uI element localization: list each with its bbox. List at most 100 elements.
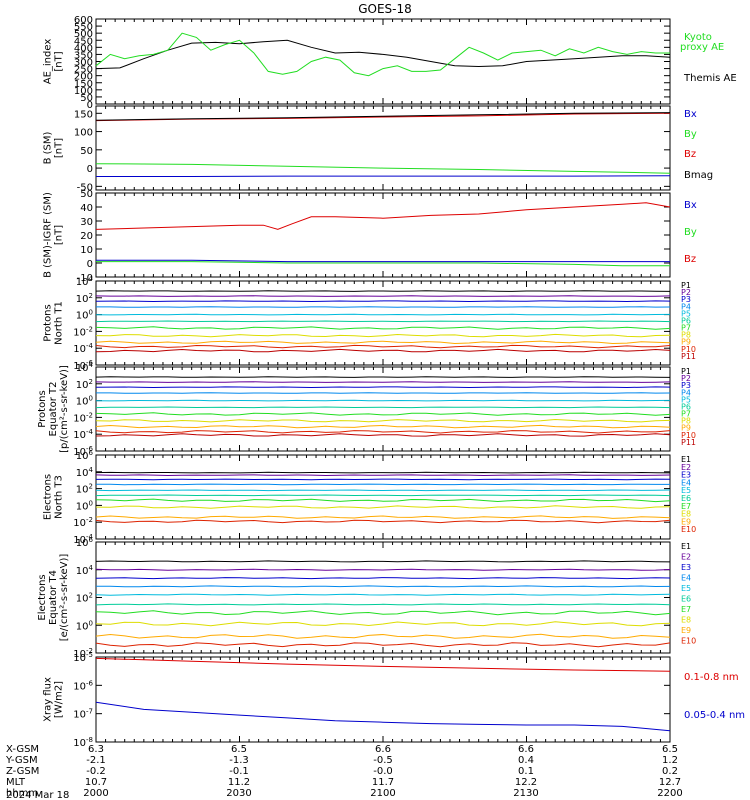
channel-label: E2	[681, 553, 691, 562]
series-line	[96, 392, 671, 394]
channel-label: E10	[681, 525, 696, 534]
channel-label: P4	[681, 388, 691, 397]
series-line	[95, 320, 671, 323]
y-axis-label-line: Protons	[37, 390, 48, 427]
y-tick-label: 10-2	[73, 647, 93, 660]
y-axis-label-line: [W/m2]	[54, 681, 65, 718]
legend-entry: 0.1-0.8 nm	[684, 672, 739, 683]
channel-label: E10	[681, 637, 696, 646]
y-tick-label: 104	[76, 564, 94, 577]
channel-label: P10	[681, 431, 696, 440]
series-line	[95, 478, 671, 481]
y-axis-label-line: [nT]	[54, 225, 65, 245]
time-axis-row-label: X-GSM	[6, 744, 39, 755]
time-axis-tick-label: 6.6	[518, 744, 534, 755]
channel-label: E9	[681, 626, 691, 635]
y-tick-label: 10-4	[73, 533, 93, 546]
series-line	[95, 344, 671, 349]
y-axis-label: Electrons Equator T4 [e/(cm²-s-sr-keV)]	[37, 554, 70, 642]
panel-frame	[95, 280, 671, 366]
y-tick-label: 100	[76, 395, 93, 408]
series-line	[95, 642, 671, 648]
series-line	[95, 519, 671, 524]
series-line	[95, 593, 671, 596]
panel-frame	[95, 454, 671, 540]
y-axis-label-line: AE_index	[43, 39, 54, 85]
y-tick-label: -50	[77, 182, 93, 193]
channel-label: E7	[681, 605, 691, 614]
y-tick-label: 250	[74, 65, 93, 76]
time-axis-tick-label: 2100	[370, 788, 395, 799]
y-tick-label: 50	[80, 93, 93, 104]
time-axis-row-label: hhmm	[6, 788, 38, 799]
channel-label: P10	[681, 345, 696, 354]
channel-label: P9	[681, 338, 691, 347]
y-axis-label: AE_index [nT]	[43, 39, 65, 85]
channel-label: E8	[681, 616, 691, 625]
time-axis-tick-label: 0.1	[518, 766, 534, 777]
panel-frame	[95, 366, 671, 452]
y-tick-label: 200	[74, 72, 93, 83]
y-axis-label-line: B (SM)-IGRF (SM)	[43, 192, 54, 278]
channel-label: E1	[681, 542, 691, 551]
y-tick-label: 10-7	[73, 708, 93, 721]
channel-label: E8	[681, 510, 691, 519]
series-line	[96, 175, 671, 177]
y-tick-label: 10-8	[73, 736, 93, 749]
channel-label: P1	[681, 281, 691, 290]
channel-label: P5	[681, 309, 691, 318]
series-line	[95, 471, 671, 474]
y-axis-label-line: B (SM)	[43, 131, 54, 164]
y-axis-label: Protons Equator T2 [p/(cm²-s-sr-keV)]	[37, 365, 70, 453]
channel-label: P7	[681, 410, 691, 419]
time-axis-tick-label: 10.7	[85, 777, 107, 788]
time-axis-tick-label: 2200	[657, 788, 682, 799]
time-axis-tick-label: 6.6	[375, 744, 391, 755]
y-tick-label: 150	[74, 79, 93, 90]
y-tick-label: 106	[76, 449, 94, 462]
series-line	[96, 483, 670, 486]
series-line	[95, 326, 671, 330]
y-tick-label: 350	[74, 50, 93, 61]
series-line	[95, 424, 671, 429]
panel-bmigrf: -10 0 10 20 30 40 50 B (SM)-IGRF (SM) [nT] Bx By Bz	[43, 189, 697, 284]
series-line	[95, 489, 671, 492]
y-tick-label: 0	[87, 259, 93, 270]
channel-label: P9	[681, 424, 691, 433]
legend-entry: proxy AE	[680, 42, 724, 53]
series-line	[95, 376, 671, 378]
y-axis-label: Xray flux [W/m2]	[43, 677, 65, 722]
channel-label: P2	[681, 374, 691, 383]
y-axis-label-line: North T3	[54, 475, 65, 519]
y-tick-label: 550	[74, 22, 93, 33]
y-tick-label: 10-6	[73, 679, 93, 692]
channel-label: P1	[681, 367, 691, 376]
series-line	[95, 313, 671, 316]
panels: 050100150200250300350400450500550600AE_i…	[37, 15, 745, 749]
time-axis-tick-label: -2.1	[86, 755, 106, 766]
y-tick-label: 102	[76, 592, 93, 605]
series-line	[95, 568, 671, 571]
y-tick-label: 40	[80, 203, 93, 214]
channel-label: E5	[681, 486, 691, 495]
series-line	[95, 498, 671, 503]
y-tick-label: 10-2	[73, 411, 93, 424]
time-axis-tick-label: 12.2	[515, 777, 537, 788]
y-tick-label: 100	[76, 619, 93, 632]
y-axis-label: B (SM) [nT]	[43, 131, 65, 164]
y-axis-label-line: North T1	[54, 301, 65, 345]
y-tick-label: 50	[80, 189, 93, 200]
legend-entry: Bz	[684, 149, 696, 160]
channel-label: P6	[681, 402, 691, 411]
time-axis-tick-label: -1.3	[229, 755, 249, 766]
series-line	[95, 399, 671, 402]
time-axis-tick-label: -0.5	[373, 755, 393, 766]
series-line	[95, 418, 671, 423]
time-axis-tick-label: 1.2	[662, 755, 678, 766]
series-line	[95, 633, 671, 639]
panel-frame	[95, 18, 671, 105]
y-tick-label: 400	[74, 43, 93, 54]
y-axis-label-line: [p/(cm²-s-sr-keV)]	[59, 365, 70, 453]
